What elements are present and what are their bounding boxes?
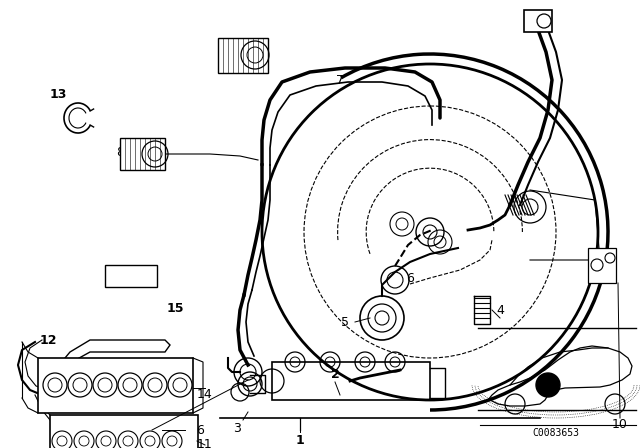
Polygon shape [42,340,170,410]
FancyBboxPatch shape [218,38,268,73]
Text: 3: 3 [233,422,241,435]
FancyBboxPatch shape [588,248,616,283]
Text: 7: 7 [336,73,344,86]
FancyBboxPatch shape [105,265,157,287]
Text: 4: 4 [496,303,504,316]
Text: 5: 5 [341,315,349,328]
Text: 10: 10 [612,418,628,431]
Text: 6: 6 [406,271,414,284]
FancyBboxPatch shape [524,10,552,32]
Text: 15: 15 [166,302,184,314]
Text: C0083653: C0083653 [532,428,579,438]
Text: 12: 12 [39,333,57,346]
FancyBboxPatch shape [50,415,198,448]
Polygon shape [272,362,430,400]
Text: 1: 1 [296,434,305,447]
Circle shape [536,373,560,397]
Text: 9: 9 [226,42,234,55]
Text: 8: 8 [116,146,124,159]
Text: 14: 14 [197,388,213,401]
Text: 6: 6 [196,423,204,436]
FancyBboxPatch shape [38,358,193,413]
Text: 13: 13 [49,89,67,102]
FancyBboxPatch shape [120,138,165,170]
Text: 2: 2 [331,369,339,382]
Text: 11: 11 [197,439,213,448]
